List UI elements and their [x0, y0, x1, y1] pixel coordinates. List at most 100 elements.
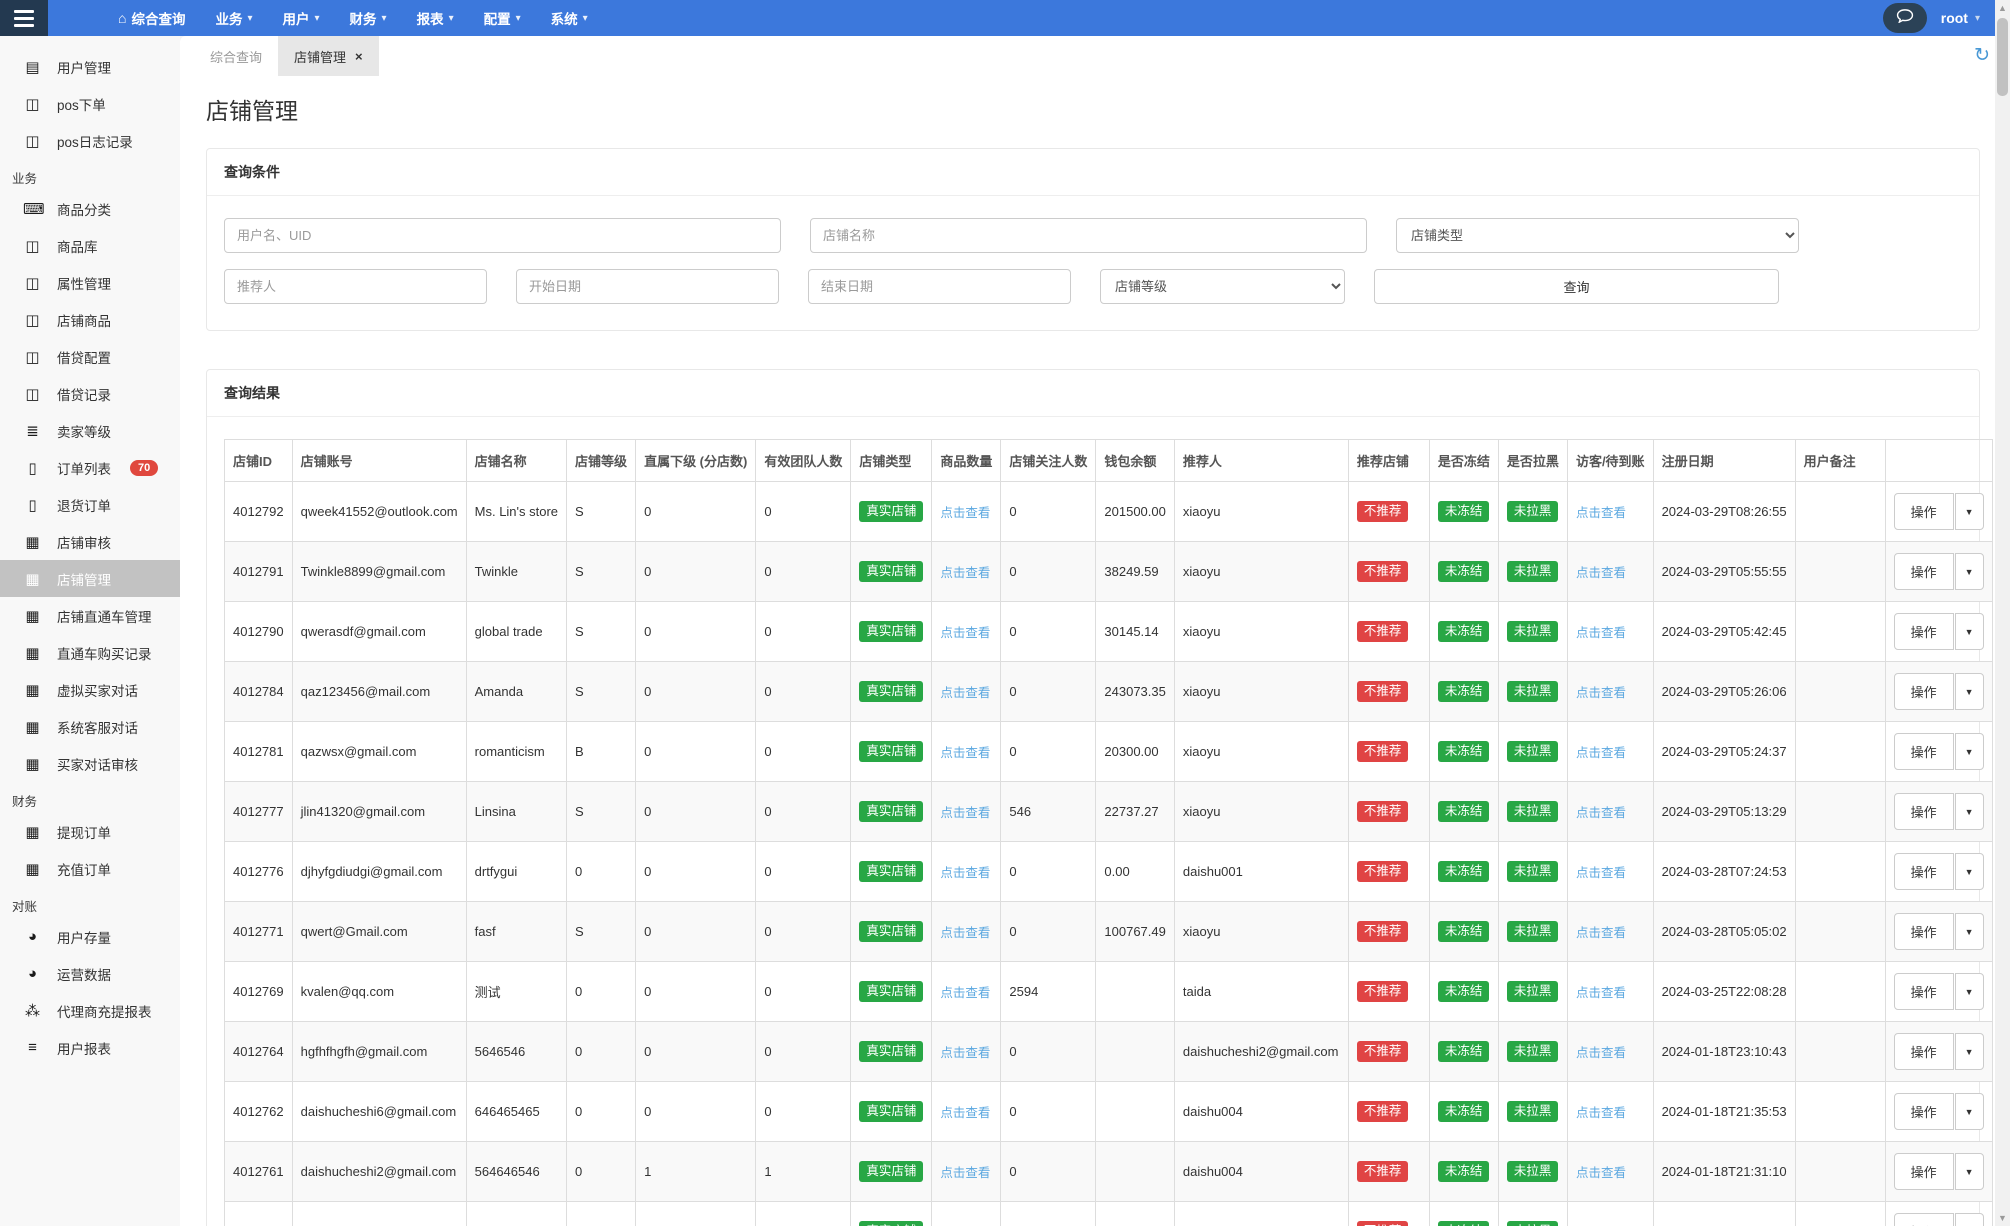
view-link[interactable]: 点击查看: [1575, 626, 1626, 640]
sidebar-item-充值订单[interactable]: ▦ 充值订单: [0, 850, 180, 887]
view-link[interactable]: 点击查看: [1575, 926, 1626, 940]
action-button[interactable]: 操作: [1893, 733, 1954, 770]
sidebar-item-直通车购买记录[interactable]: ▦ 直通车购买记录: [0, 634, 180, 671]
sidebar-item-店铺审核[interactable]: ▦ 店铺审核: [0, 523, 180, 560]
view-link[interactable]: 点击查看: [1575, 806, 1626, 820]
view-link[interactable]: 点击查看: [940, 686, 991, 700]
action-dropdown-toggle[interactable]: ▼: [1954, 1153, 1984, 1190]
view-link[interactable]: 点击查看: [1575, 686, 1626, 700]
sidebar-item-店铺直通车管理[interactable]: ▦ 店铺直通车管理: [0, 597, 180, 634]
view-link[interactable]: 点击查看: [940, 506, 991, 520]
close-icon[interactable]: ×: [355, 48, 363, 64]
sidebar-item-借贷记录[interactable]: ◫ 借贷记录: [0, 375, 180, 412]
scroll-thumb[interactable]: [1997, 18, 2008, 96]
sidebar-item-买家对话审核[interactable]: ▦ 买家对话审核: [0, 745, 180, 782]
action-button[interactable]: 操作: [1893, 673, 1954, 710]
sidebar-item-商品分类[interactable]: ⌨ 商品分类: [0, 190, 180, 227]
action-button[interactable]: 操作: [1893, 553, 1954, 590]
action-button[interactable]: 操作: [1893, 1093, 1954, 1130]
action-button[interactable]: 操作: [1893, 1213, 1954, 1226]
view-link[interactable]: 点击查看: [940, 1106, 991, 1120]
sidebar-item-运营数据[interactable]: ◕ 运营数据: [0, 955, 180, 992]
view-link[interactable]: 点击查看: [940, 926, 991, 940]
end-date-input[interactable]: [808, 269, 1071, 304]
view-link[interactable]: 点击查看: [1575, 866, 1626, 880]
view-link[interactable]: 点击查看: [1575, 746, 1626, 760]
action-button[interactable]: 操作: [1893, 1153, 1954, 1190]
query-button[interactable]: 查询: [1374, 269, 1779, 304]
sidebar-item-商品库[interactable]: ◫ 商品库: [0, 227, 180, 264]
action-button[interactable]: 操作: [1893, 973, 1954, 1010]
nav-item-综合查询[interactable]: ⌂ 综合查询: [103, 0, 200, 36]
shop-level-select[interactable]: 店铺等级: [1100, 269, 1345, 304]
vertical-scrollbar[interactable]: ▲ ▼: [1995, 0, 2010, 1226]
sidebar-item-卖家等级[interactable]: ≣ 卖家等级: [0, 412, 180, 449]
sidebar-item-虚拟买家对话[interactable]: ▦ 虚拟买家对话: [0, 671, 180, 708]
action-dropdown-toggle[interactable]: ▼: [1954, 1213, 1984, 1226]
user-menu[interactable]: root ▾: [1941, 10, 1980, 26]
sidebar-item-pos日志记录[interactable]: ◫ pos日志记录: [0, 122, 180, 159]
tab-店铺管理[interactable]: 店铺管理 ×: [278, 36, 379, 76]
view-link[interactable]: 点击查看: [940, 866, 991, 880]
action-dropdown-toggle[interactable]: ▼: [1954, 553, 1984, 590]
action-button[interactable]: 操作: [1893, 1033, 1954, 1070]
view-link[interactable]: 点击查看: [940, 1166, 991, 1180]
sidebar-item-系统客服对话[interactable]: ▦ 系统客服对话: [0, 708, 180, 745]
action-dropdown-toggle[interactable]: ▼: [1954, 973, 1984, 1010]
view-link[interactable]: 点击查看: [940, 566, 991, 580]
sidebar-item-pos下单[interactable]: ◫ pos下单: [0, 85, 180, 122]
view-link[interactable]: 点击查看: [940, 1046, 991, 1060]
shop-type-select[interactable]: 店铺类型: [1396, 218, 1799, 253]
sidebar-item-用户报表[interactable]: ≡ 用户报表: [0, 1029, 180, 1066]
scroll-down-arrow[interactable]: ▼: [1998, 1213, 2007, 1223]
nav-item-报表[interactable]: 报表 ▾: [402, 0, 469, 36]
nav-item-业务[interactable]: 业务 ▾: [200, 0, 267, 36]
action-dropdown-toggle[interactable]: ▼: [1954, 493, 1984, 530]
sidebar-toggle-button[interactable]: [0, 0, 48, 36]
action-dropdown-toggle[interactable]: ▼: [1954, 913, 1984, 950]
action-dropdown-toggle[interactable]: ▼: [1954, 733, 1984, 770]
view-link[interactable]: 点击查看: [940, 986, 991, 1000]
sidebar-item-属性管理[interactable]: ◫ 属性管理: [0, 264, 180, 301]
view-link[interactable]: 点击查看: [1575, 986, 1626, 1000]
action-dropdown-toggle[interactable]: ▼: [1954, 673, 1984, 710]
sidebar-item-借贷配置[interactable]: ◫ 借贷配置: [0, 338, 180, 375]
sidebar-item-用户管理[interactable]: ▤ 用户管理: [0, 48, 180, 85]
chat-button[interactable]: [1882, 3, 1927, 33]
nav-item-系统[interactable]: 系统 ▾: [536, 0, 603, 36]
nav-item-财务[interactable]: 财务 ▾: [335, 0, 402, 36]
view-link[interactable]: 点击查看: [1575, 1046, 1626, 1060]
tab-综合查询[interactable]: 综合查询: [194, 36, 278, 76]
action-button[interactable]: 操作: [1893, 493, 1954, 530]
view-link[interactable]: 点击查看: [940, 746, 991, 760]
nav-item-配置[interactable]: 配置 ▾: [469, 0, 536, 36]
action-button[interactable]: 操作: [1893, 613, 1954, 650]
action-button[interactable]: 操作: [1893, 793, 1954, 830]
sidebar-item-代理商充提报表[interactable]: ⁂ 代理商充提报表: [0, 992, 180, 1029]
sidebar-item-店铺商品[interactable]: ◫ 店铺商品: [0, 301, 180, 338]
sidebar-item-退货订单[interactable]: ▯ 退货订单: [0, 486, 180, 523]
action-dropdown-toggle[interactable]: ▼: [1954, 853, 1984, 890]
start-date-input[interactable]: [516, 269, 779, 304]
username-input[interactable]: [224, 218, 781, 253]
sidebar-item-用户存量[interactable]: ◕ 用户存量: [0, 918, 180, 955]
shopname-input[interactable]: [810, 218, 1367, 253]
view-link[interactable]: 点击查看: [1575, 1166, 1626, 1180]
view-link[interactable]: 点击查看: [1575, 1106, 1626, 1120]
action-dropdown-toggle[interactable]: ▼: [1954, 793, 1984, 830]
action-button[interactable]: 操作: [1893, 913, 1954, 950]
sidebar-item-店铺管理[interactable]: ▦ 店铺管理: [0, 560, 180, 597]
sidebar-item-订单列表[interactable]: ▯ 订单列表 70: [0, 449, 180, 486]
view-link[interactable]: 点击查看: [1575, 506, 1626, 520]
refresh-icon[interactable]: ↻: [1974, 45, 1990, 66]
action-dropdown-toggle[interactable]: ▼: [1954, 1033, 1984, 1070]
nav-item-用户[interactable]: 用户 ▾: [268, 0, 335, 36]
scroll-up-arrow[interactable]: ▲: [1998, 3, 2007, 13]
sidebar-item-提现订单[interactable]: ▦ 提现订单: [0, 813, 180, 850]
action-button[interactable]: 操作: [1893, 853, 1954, 890]
action-dropdown-toggle[interactable]: ▼: [1954, 1093, 1984, 1130]
view-link[interactable]: 点击查看: [940, 626, 991, 640]
action-dropdown-toggle[interactable]: ▼: [1954, 613, 1984, 650]
view-link[interactable]: 点击查看: [1575, 566, 1626, 580]
referrer-input[interactable]: [224, 269, 487, 304]
